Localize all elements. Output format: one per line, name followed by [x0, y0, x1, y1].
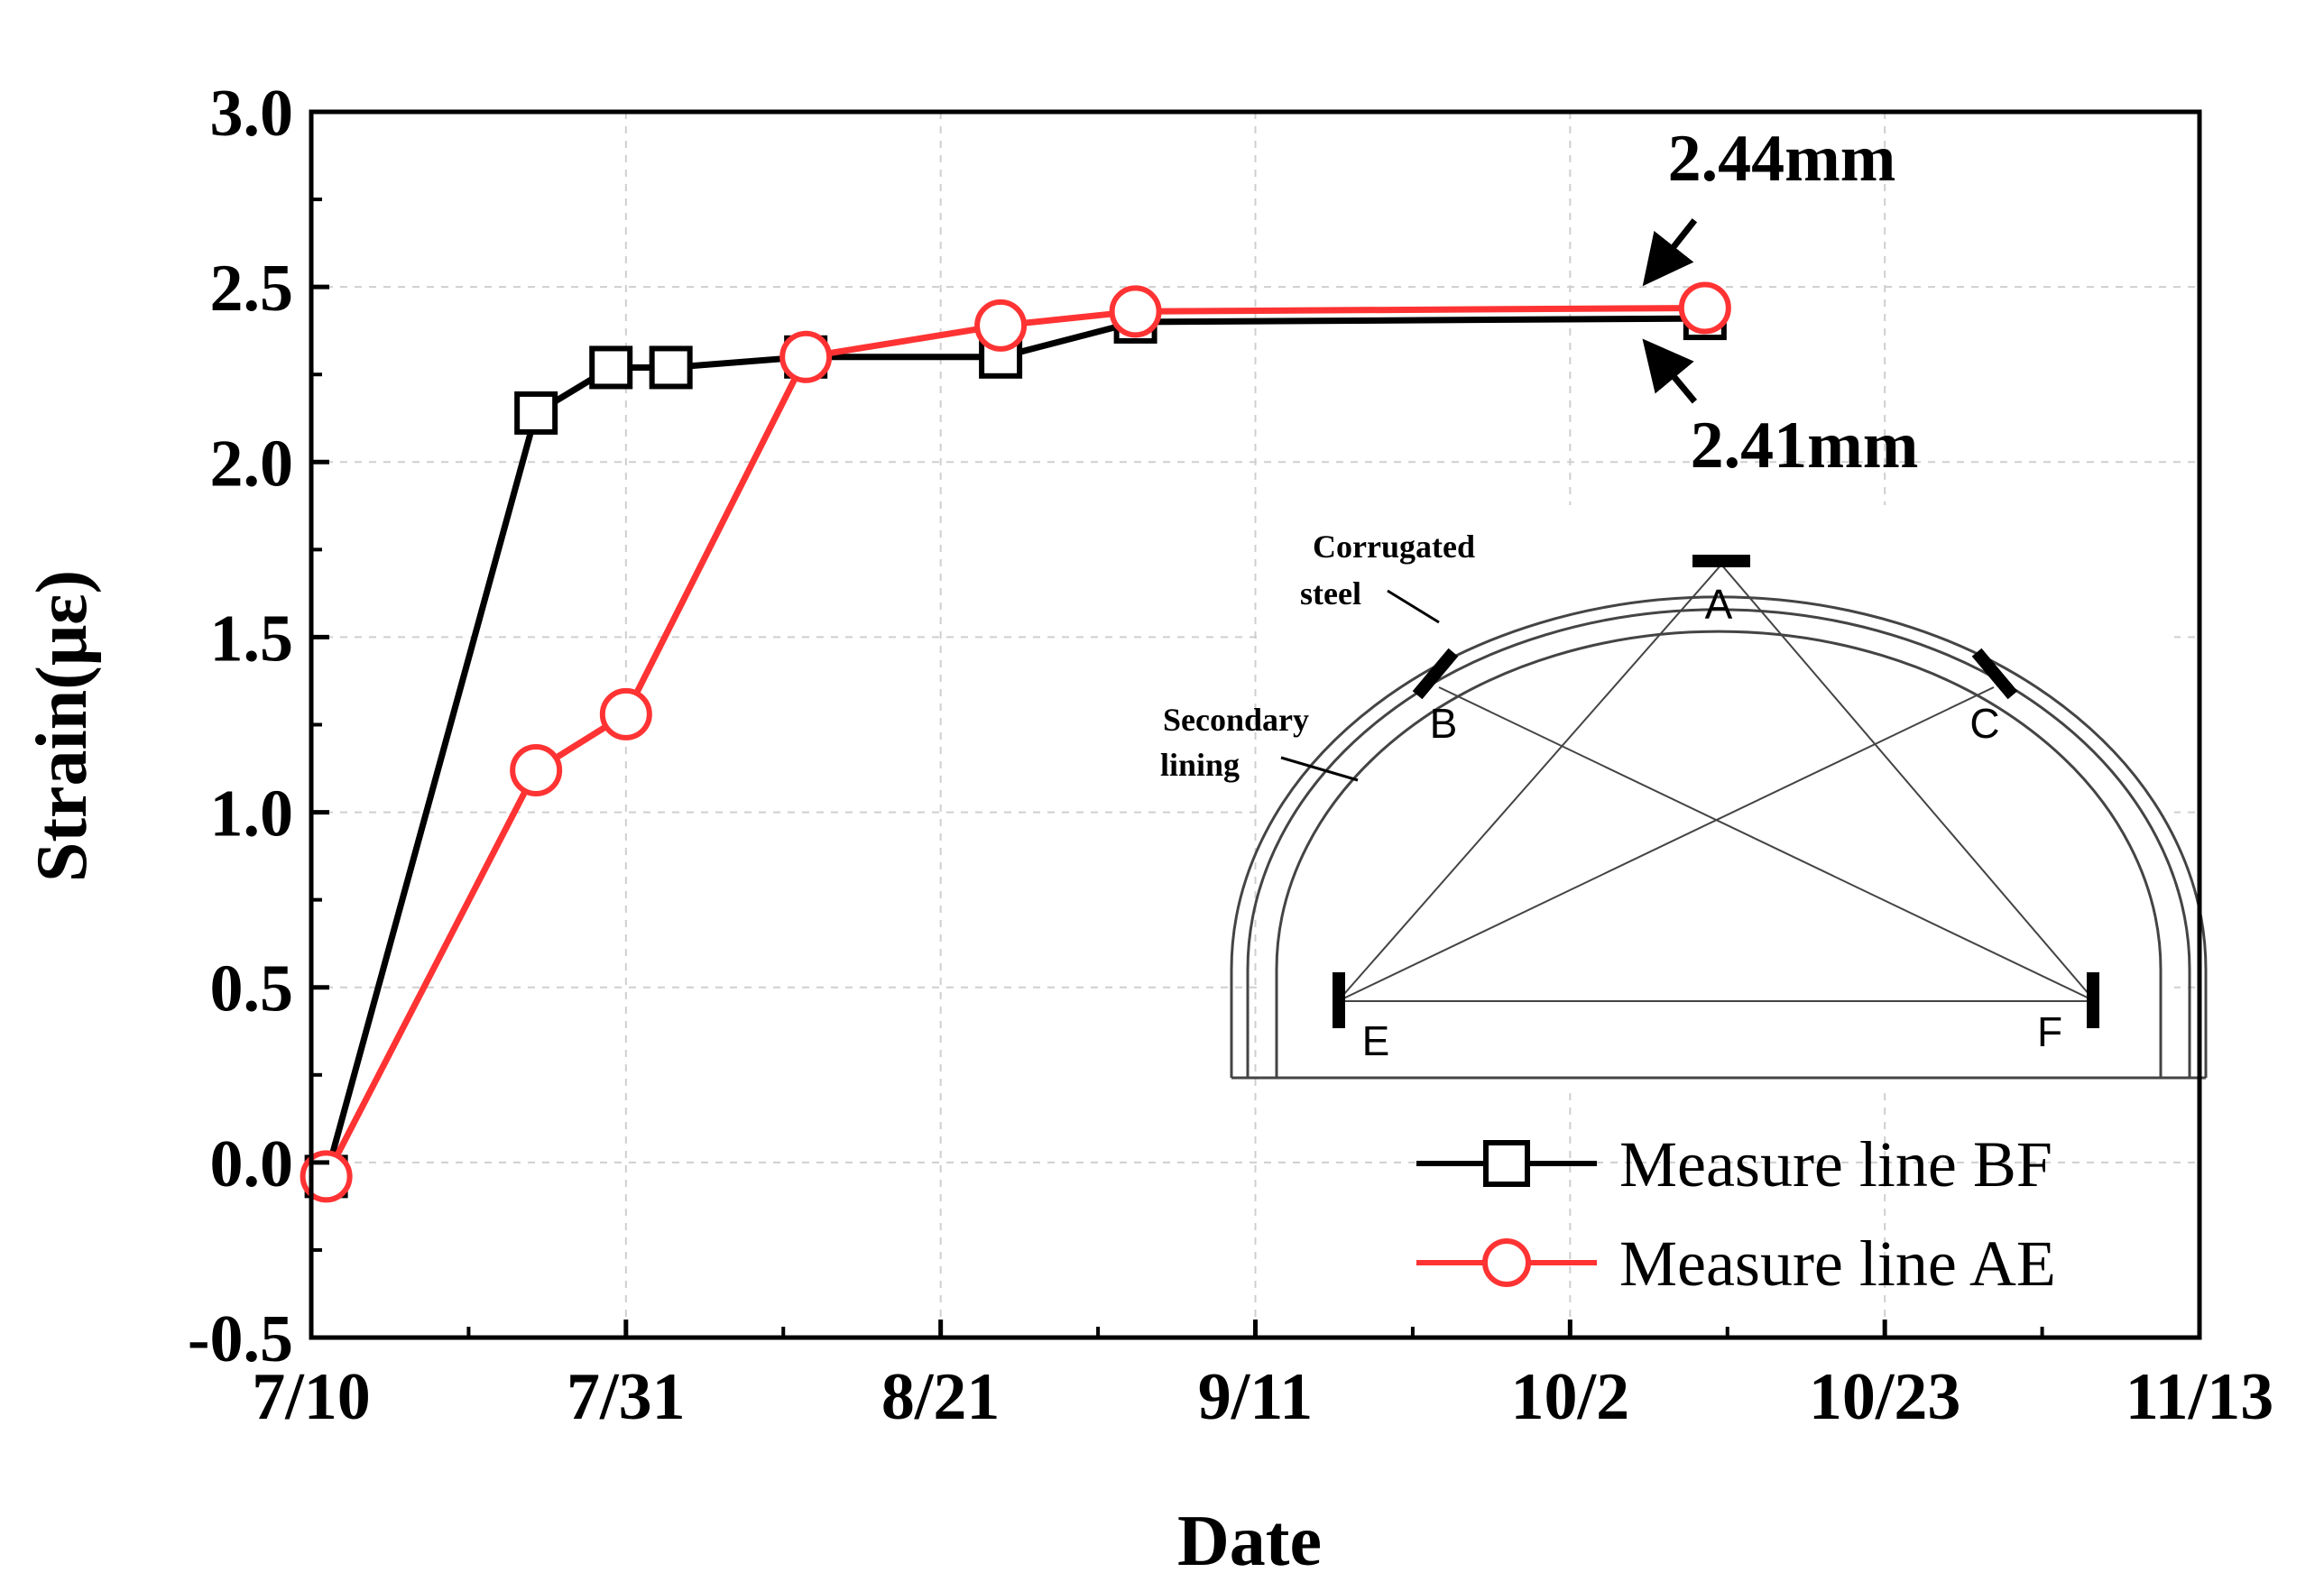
arrow-2-44mm — [1642, 218, 1698, 287]
arrow-2-41mm — [1642, 338, 1698, 404]
legend-marker-square — [1483, 1140, 1530, 1187]
caption-secondary: Secondary — [1163, 702, 1309, 738]
point-ae-5 — [1109, 285, 1162, 338]
x-axis-title: Date — [1177, 1502, 1322, 1581]
inset-label-c: C — [1969, 700, 1999, 747]
point-bf-1 — [514, 391, 558, 435]
point-bf-2 — [589, 345, 633, 390]
sensor-c — [1971, 648, 2018, 700]
tick-labels: 7/10 7/31 8/21 9/11 10/2 10/23 11/13 -0.5 0.0 0.5… — [188, 77, 2273, 1434]
pointer-corrugated — [1387, 589, 1440, 624]
tunnel-inset: A B C E F Corrugated steel Secondary lining — [1160, 505, 2208, 1091]
point-ae-2 — [599, 687, 652, 740]
inset-label-e: E — [1362, 1017, 1390, 1064]
inset-label-a: A — [1705, 581, 1733, 628]
caption-corrugated: Corrugated — [1313, 529, 1475, 565]
point-ae-3 — [779, 330, 833, 383]
x-tick-label: 11/13 — [2126, 1360, 2273, 1434]
y-tick-label: 2.0 — [210, 427, 294, 501]
tunnel-arc — [1246, 608, 2191, 1078]
annotation-2-41mm: 2.41mm — [1691, 409, 1919, 483]
caption-lining: lining — [1160, 747, 1240, 783]
inset-label-b: B — [1430, 700, 1458, 747]
y-axis-title: Strain(με) — [23, 570, 102, 882]
inset-label-f: F — [2037, 1008, 2062, 1055]
legend: Measure line BF Measure line AE — [1416, 1128, 2056, 1300]
legend-marker-circle — [1482, 1238, 1531, 1287]
x-tick-label: 8/21 — [881, 1360, 1001, 1434]
point-bf-3 — [649, 345, 693, 390]
point-ae-6 — [1678, 281, 1731, 335]
point-ae-0 — [300, 1150, 353, 1203]
caption-steel: steel — [1300, 575, 1361, 612]
tunnel-arc — [1230, 595, 2208, 1078]
measure-line-BF — [1438, 686, 2096, 1002]
sensor-a — [1692, 555, 1750, 567]
sensor-e — [1333, 972, 1345, 1028]
point-ae-4 — [974, 299, 1028, 352]
y-tick-label: 3.0 — [210, 77, 294, 151]
inset-background — [1263, 505, 2174, 1091]
x-tick-label: 9/11 — [1198, 1360, 1313, 1434]
y-tick-label: 0.0 — [210, 1127, 294, 1201]
tunnel-arc — [1275, 630, 2163, 1078]
y-tick-label: 1.0 — [210, 777, 294, 851]
x-tick-label: 10/2 — [1511, 1360, 1630, 1434]
x-tick-label: 10/23 — [1809, 1360, 1961, 1434]
measure-line-AE — [1337, 564, 1722, 1002]
axes-layer — [309, 109, 2202, 1340]
annotation-2-44mm: 2.44mm — [1668, 122, 1896, 196]
y-tick-label: 1.5 — [210, 602, 294, 676]
x-tick-label: 7/10 — [252, 1360, 371, 1434]
measure-line-CE — [1337, 686, 1995, 1002]
y-tick-label: 0.5 — [210, 952, 294, 1026]
sensor-f — [2087, 972, 2099, 1028]
y-tick-label: 2.5 — [210, 252, 294, 326]
annotations: 2.44mm 2.41mm — [1642, 122, 1919, 483]
legend-label-bf: Measure line BF — [1619, 1128, 2052, 1200]
pointer-secondary — [1280, 756, 1359, 782]
x-tick-label: 7/31 — [567, 1360, 686, 1434]
legend-label-ae: Measure line AE — [1619, 1228, 2056, 1300]
series-layer — [300, 281, 1731, 1203]
y-tick-label: -0.5 — [188, 1302, 293, 1376]
sensor-b — [1412, 648, 1459, 700]
point-ae-1 — [510, 743, 563, 796]
measure-line-AF — [1720, 564, 2096, 1002]
